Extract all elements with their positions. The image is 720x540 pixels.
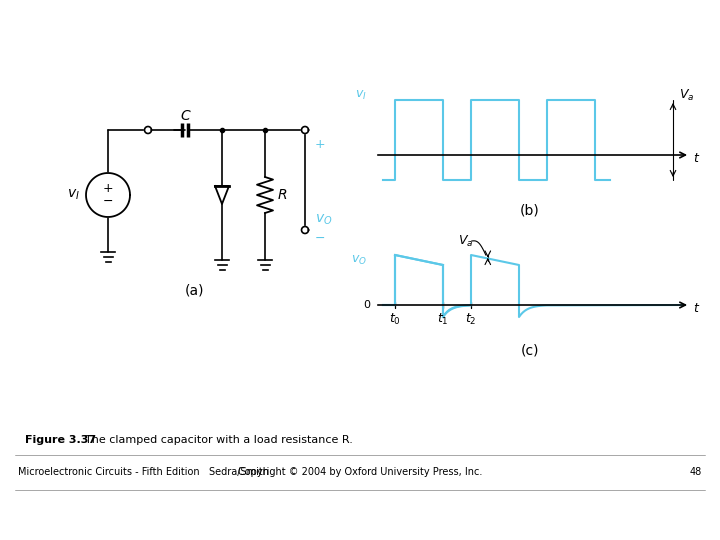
Text: 0: 0 xyxy=(363,300,370,310)
Text: $V_a$: $V_a$ xyxy=(679,87,694,103)
Polygon shape xyxy=(302,226,308,233)
Text: Microelectronic Circuits - Fifth Edition   Sedra/Smith: Microelectronic Circuits - Fifth Edition… xyxy=(18,467,269,477)
Text: $v_I$: $v_I$ xyxy=(67,188,80,202)
Polygon shape xyxy=(145,126,151,133)
Text: +: + xyxy=(103,183,113,195)
Text: (a): (a) xyxy=(185,283,204,297)
Text: +: + xyxy=(315,138,325,152)
Text: $t_2$: $t_2$ xyxy=(465,312,477,327)
Text: $t_1$: $t_1$ xyxy=(437,312,449,327)
Text: The clamped capacitor with a load resistance R.: The clamped capacitor with a load resist… xyxy=(78,435,353,445)
Text: (b): (b) xyxy=(520,203,540,217)
Polygon shape xyxy=(302,126,308,133)
Text: $t_0$: $t_0$ xyxy=(389,312,401,327)
Text: (c): (c) xyxy=(521,343,539,357)
Text: $v_O$: $v_O$ xyxy=(351,253,367,267)
Text: 48: 48 xyxy=(690,467,702,477)
Polygon shape xyxy=(86,173,130,217)
Text: C: C xyxy=(180,109,190,123)
Text: $V_a$: $V_a$ xyxy=(458,233,474,248)
Text: $v_O$: $v_O$ xyxy=(315,213,333,227)
Text: R: R xyxy=(278,188,287,202)
Text: −: − xyxy=(103,194,113,207)
Text: −: − xyxy=(315,232,325,245)
Text: Figure 3.37: Figure 3.37 xyxy=(25,435,96,445)
Text: t: t xyxy=(693,152,698,165)
Text: t: t xyxy=(693,301,698,314)
Text: $v_I$: $v_I$ xyxy=(355,89,367,102)
Text: Copyright © 2004 by Oxford University Press, Inc.: Copyright © 2004 by Oxford University Pr… xyxy=(238,467,482,477)
